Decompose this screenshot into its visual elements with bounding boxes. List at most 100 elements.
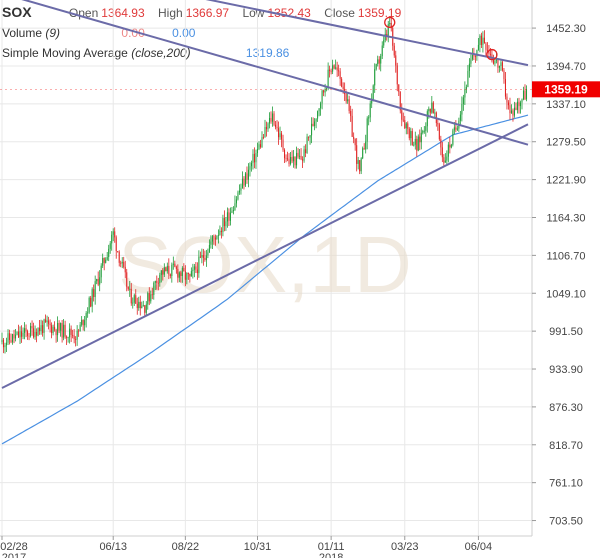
candle-body [150,294,152,302]
candle-body [443,157,445,163]
y-tick-label: 933.90 [549,364,583,376]
low-value: 1352.43 [267,6,311,20]
candle-body [210,241,212,245]
candle-body [416,138,418,151]
candle-body [294,156,296,166]
candle-body [333,65,335,69]
candle-body [5,342,8,346]
candle-body [480,35,482,45]
candle-body [19,331,21,338]
sma-label[interactable]: Simple Moving Average [2,46,128,60]
price-axis[interactable]: 703.50 761.10 818.70 876.30 933.90 991.50 1049… [532,23,586,528]
candle-body [500,62,502,66]
candle-body [341,78,343,87]
candle-body [498,65,500,68]
candle-body [473,55,475,57]
high-label: High [158,6,183,20]
sma-line [1,114,529,445]
candle-body [387,24,389,36]
candle-body [39,327,41,332]
candle-body [446,156,448,161]
candle-body [348,99,350,111]
candle-body [226,212,228,222]
candle-body [467,70,469,87]
candle-body [450,144,452,148]
candle-body [214,237,216,240]
candle-body [305,149,307,154]
volume-label[interactable]: Volume [2,26,43,40]
candle-body [351,115,353,137]
sma-value: 1319.86 [245,46,290,60]
candle-body [129,288,131,290]
last-price-box [532,81,600,98]
candle-body [94,281,96,298]
candle-body [64,324,66,337]
candle-body [235,199,237,204]
candle-body [453,127,455,131]
candle-body [108,248,110,258]
candle-body [180,272,182,276]
trendline [1,123,529,389]
candle-body [171,264,173,276]
candle-body [314,121,316,127]
candle-body [447,144,449,157]
open-value: 1364.93 [101,6,145,20]
candle-body [73,335,75,340]
candle-body [79,324,81,332]
candle-body [105,259,107,263]
candle-body [93,289,95,298]
candle-body [274,124,277,127]
y-tick-label: 1452.30 [546,23,586,35]
candle-body [425,126,427,131]
candle-body [196,269,198,274]
candle-body [456,128,458,130]
y-tick-label: 703.50 [549,516,583,528]
symbol-label[interactable]: SOX [2,4,32,20]
candle-body [252,153,254,163]
volume-row: Volume (9) 0.00 0.00 [2,23,407,43]
y-tick-label: 761.10 [549,478,583,490]
candle-body [470,59,472,64]
candle-body [256,149,259,154]
candle-body [300,155,302,160]
candle-body [228,212,230,221]
candle-body [204,257,206,261]
markers[interactable] [384,16,498,61]
candle-body [126,272,128,287]
trendlines[interactable] [1,0,529,389]
candle-body [291,156,293,162]
candle-body [201,255,203,258]
candle-body [148,293,150,302]
y-tick-label: 1049.10 [546,288,586,300]
candle-body [402,119,404,121]
candle-body [178,272,180,278]
candle-body [157,282,159,284]
candle-body [163,267,165,275]
last-price-tag: 1359.19 [0,81,600,98]
candle-body [11,334,14,343]
candle-body [359,160,361,172]
candle-body [296,152,298,166]
candle-body [33,328,35,338]
candle-body [414,138,416,145]
watermark-text: SOX,1D [118,220,411,309]
candle-body [327,69,329,89]
candle-body [142,305,144,307]
candle-body [513,107,516,116]
candle-body [42,325,44,333]
candle-body [18,331,20,338]
candle-body [476,49,478,57]
open-label: Open [68,6,99,20]
candle-body [181,267,183,276]
candle-body [87,312,89,314]
candle-body [2,339,5,348]
candle-body [287,158,289,160]
candle-body [43,319,45,333]
candle-body [234,203,236,211]
candle-body [306,136,308,154]
candle-body [335,67,337,69]
candle-body [123,261,125,267]
candle-body [162,270,164,275]
